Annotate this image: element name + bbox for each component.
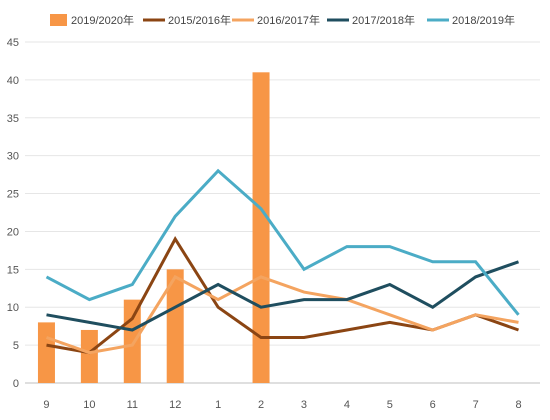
y-tick-label: 10: [7, 302, 19, 314]
bar-9: [37, 322, 55, 383]
y-tick-label: 40: [7, 75, 19, 87]
x-tick-label: 2: [258, 399, 264, 411]
legend-label: 2016/2017年: [257, 13, 320, 27]
legend-label: 2019/2020年: [71, 13, 134, 27]
x-tick-label: 7: [473, 399, 479, 411]
legend-item: 2019/2020年: [50, 13, 134, 27]
line-series-2: [46, 260, 519, 332]
y-tick-label: 25: [7, 189, 19, 201]
legend: 2019/2020年 2015/2016年 2016/2017年 2017/2018年…: [50, 13, 515, 27]
x-tick-label: 4: [344, 399, 350, 411]
legend-label: 2015/2016年: [168, 13, 231, 27]
legend-item: 2017/2018年: [327, 13, 415, 27]
legend-swatch-bar: [50, 14, 67, 26]
x-tick-label: 5: [387, 399, 393, 411]
legend-label: 2018/2019年: [452, 13, 515, 27]
y-axis: 0 5 10 15 20 25 30 35 40 45: [7, 37, 19, 390]
x-tick-label: 8: [515, 399, 521, 411]
x-tick-label: 3: [301, 399, 307, 411]
y-tick-label: 5: [13, 340, 19, 352]
y-tick-label: 20: [7, 226, 19, 238]
y-tick-label: 45: [7, 37, 19, 49]
y-tick-label: 15: [7, 264, 19, 276]
line-series-3: [45, 168, 520, 316]
x-tick-label: 6: [430, 399, 436, 411]
bar-12: [166, 269, 184, 383]
line-series-1: [45, 274, 519, 355]
x-tick-label: 1: [215, 399, 221, 411]
y-tick-label: 35: [7, 113, 19, 125]
x-axis: 9 10 11 12 1 2 3 4 5 6 7 8: [43, 399, 521, 411]
bar-11: [123, 299, 141, 383]
legend-item: 2018/2019年: [427, 13, 515, 27]
bar-10: [80, 329, 98, 383]
legend-item: 2015/2016年: [143, 13, 231, 27]
bar-series: [37, 72, 270, 384]
x-tick-label: 10: [83, 399, 95, 411]
legend-label: 2017/2018年: [352, 13, 415, 27]
legend-item: 2016/2017年: [232, 13, 320, 27]
y-tick-label: 0: [13, 378, 19, 390]
x-tick-label: 11: [127, 399, 138, 411]
gridlines: [25, 41, 540, 384]
x-tick-label: 12: [169, 399, 181, 411]
y-tick-label: 30: [7, 151, 19, 163]
line-series-group: [45, 168, 520, 355]
x-tick-label: 9: [43, 399, 49, 411]
